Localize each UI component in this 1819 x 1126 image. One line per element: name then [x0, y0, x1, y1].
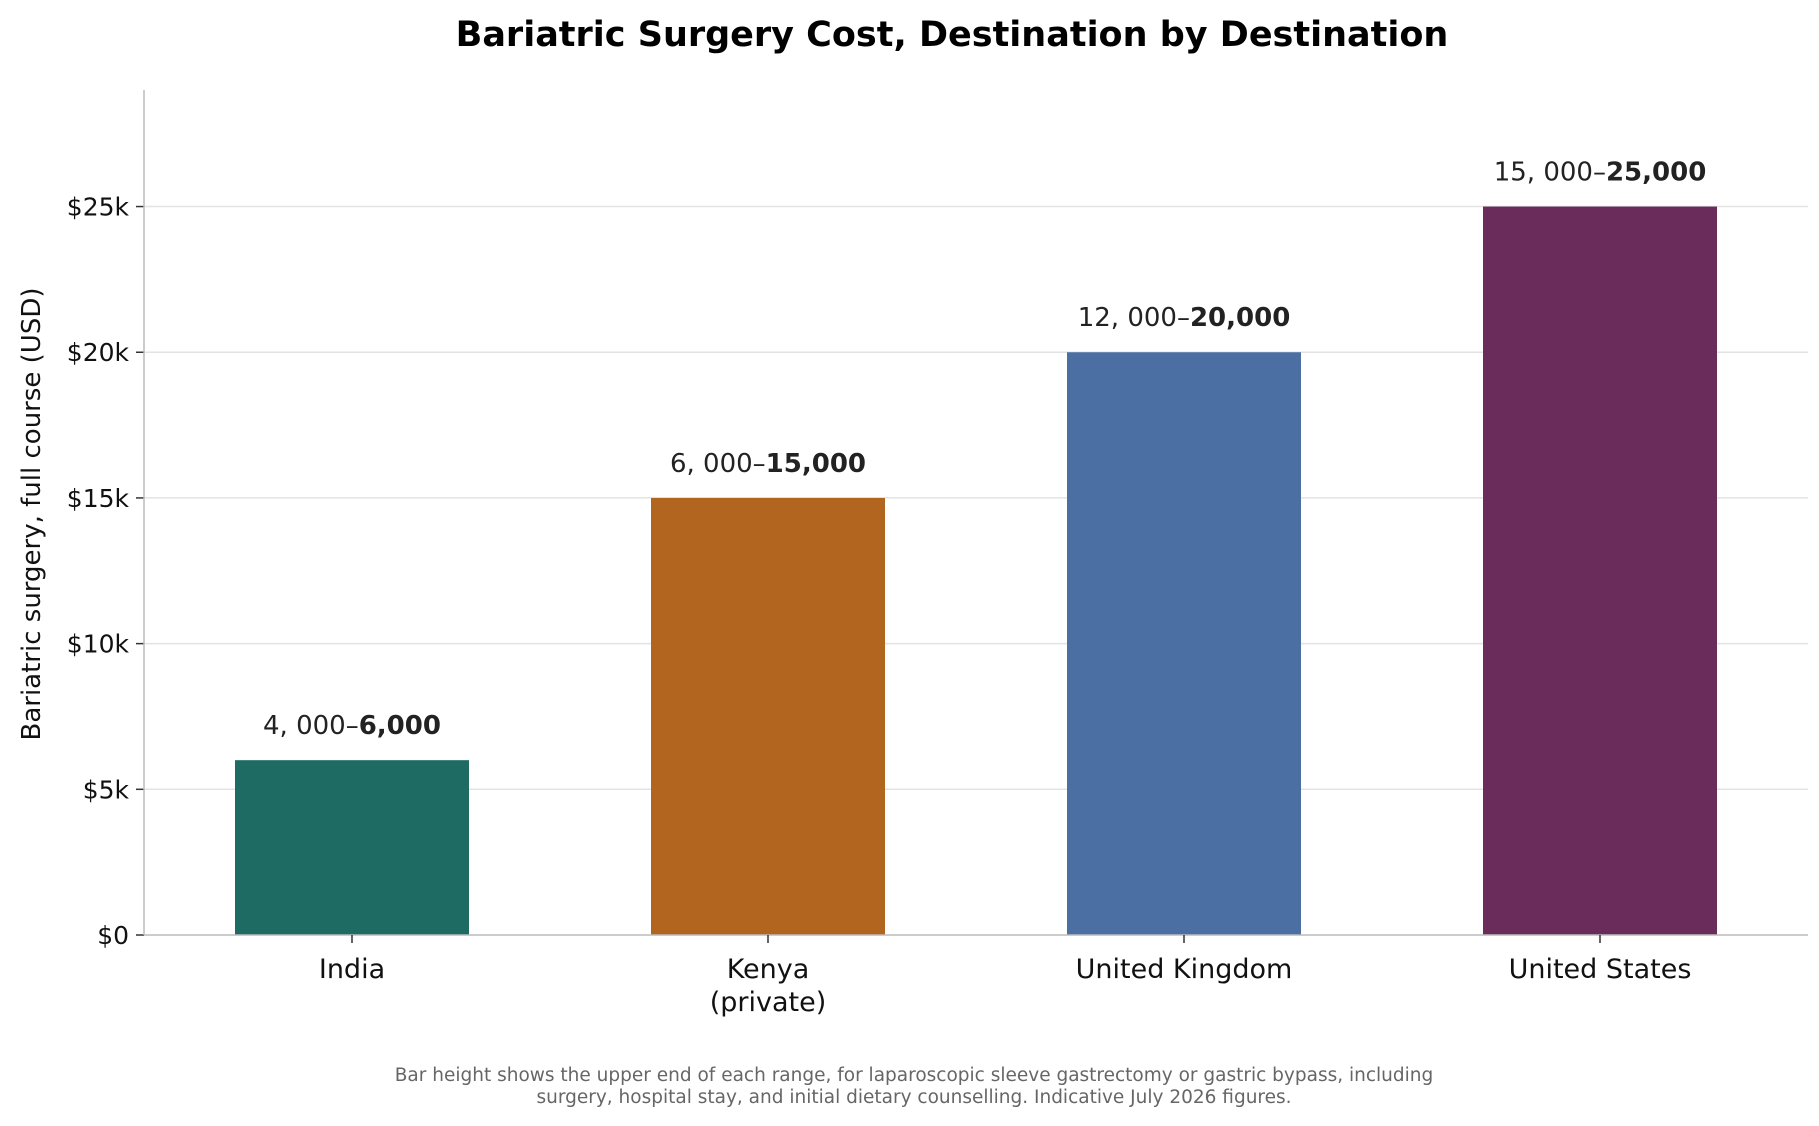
x-tick-label: India: [319, 954, 385, 985]
x-tick-label: United States: [1509, 954, 1692, 985]
data-label: 6, 000–15,000: [670, 449, 866, 479]
data-label: 4, 000–6,000: [263, 711, 441, 741]
y-tick-label: $15k: [67, 484, 130, 513]
y-tick-label: $10k: [67, 630, 130, 659]
y-tick-label: $20k: [67, 338, 130, 367]
footnote: Bar height shows the upper end of each r…: [395, 1065, 1434, 1108]
chart-title: Bariatric Surgery Cost, Destination by D…: [456, 15, 1449, 55]
bars: [235, 206, 1717, 935]
bar: [235, 760, 469, 935]
axes: $0 $5k $10k $15k $20k $25k India Kenya (private)…: [67, 90, 1808, 1018]
x-tick-label: Kenya (private): [710, 954, 827, 1018]
bar: [651, 497, 885, 935]
x-tick-label: United Kingdom: [1076, 954, 1293, 985]
y-tick-label: $25k: [67, 193, 130, 222]
data-label: 15, 000–25,000: [1494, 158, 1707, 188]
data-label: 12, 000–20,000: [1078, 303, 1291, 333]
bar: [1483, 206, 1717, 935]
bar: [1067, 352, 1301, 935]
footnote-line: surgery, hospital stay, and initial diet…: [536, 1087, 1291, 1108]
data-labels: 4, 000–6,000 6, 000–15,000 12, 000–20,000 1…: [263, 158, 1706, 742]
y-tick-label: $5k: [83, 775, 130, 804]
y-axis-label: Bariatric surgery, full course (USD): [17, 287, 47, 740]
y-tick-label: $0: [97, 921, 129, 950]
footnote-line: Bar height shows the upper end of each r…: [395, 1065, 1434, 1086]
